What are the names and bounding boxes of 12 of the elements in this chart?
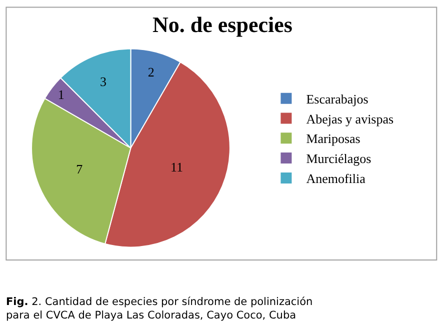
caption: Fig. 2. Cantidad de especies por síndrome de polinización para el CVCA de Playa Las Coloradas, Cayo Coco, Cuba [6,296,313,322]
data-label: 2 [148,64,154,80]
legend-label: Anemofilia [306,171,366,186]
data-label: 11 [170,160,184,175]
data-label: 3 [100,74,107,90]
data-label: 1 [58,87,64,102]
legend-label: Mariposas [306,131,360,146]
chart-title: No. de especies [152,12,293,37]
legend-label: Murciélagos [306,151,372,166]
legend-label: Escarabajos [306,91,368,106]
data-label: 7 [76,162,84,177]
legend-label: Abejas y avispas [306,111,394,126]
